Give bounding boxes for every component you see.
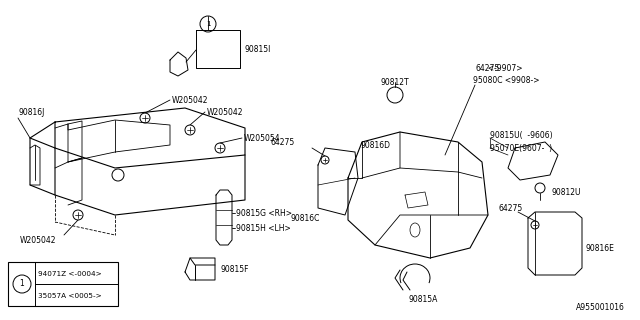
Text: A955001016: A955001016 <box>576 303 625 312</box>
Text: 90816C: 90816C <box>291 213 320 222</box>
Text: 90816J: 90816J <box>18 108 44 116</box>
Text: 90812U: 90812U <box>552 188 582 196</box>
Text: 94071Z <-0004>: 94071Z <-0004> <box>38 271 102 277</box>
Text: W205042: W205042 <box>172 95 209 105</box>
Text: W205054: W205054 <box>244 133 280 142</box>
Text: W205042: W205042 <box>20 236 56 244</box>
Text: 90815A: 90815A <box>408 295 437 305</box>
Text: 95070E(9607-  ): 95070E(9607- ) <box>490 143 552 153</box>
Text: <-9907>: <-9907> <box>483 63 522 73</box>
Text: 64275: 64275 <box>475 63 499 73</box>
Text: 90815I: 90815I <box>244 44 270 53</box>
Text: 1: 1 <box>20 279 24 289</box>
Text: 64275: 64275 <box>498 204 522 212</box>
Text: W205042: W205042 <box>207 108 243 116</box>
Text: 90816E: 90816E <box>585 244 614 252</box>
Text: 64275: 64275 <box>271 138 295 147</box>
Text: 90812T: 90812T <box>380 77 408 86</box>
Text: 35057A <0005->: 35057A <0005-> <box>38 293 102 299</box>
Text: 90815F: 90815F <box>220 266 248 275</box>
Text: 90815H <LH>: 90815H <LH> <box>236 223 291 233</box>
Text: 95080C <9908->: 95080C <9908-> <box>473 76 540 84</box>
Text: 1: 1 <box>205 21 211 27</box>
Text: 90815G <RH>: 90815G <RH> <box>236 209 292 218</box>
Text: 90815U(  -9606): 90815U( -9606) <box>490 131 552 140</box>
Bar <box>8 262 118 306</box>
Text: 90816D: 90816D <box>360 140 390 149</box>
